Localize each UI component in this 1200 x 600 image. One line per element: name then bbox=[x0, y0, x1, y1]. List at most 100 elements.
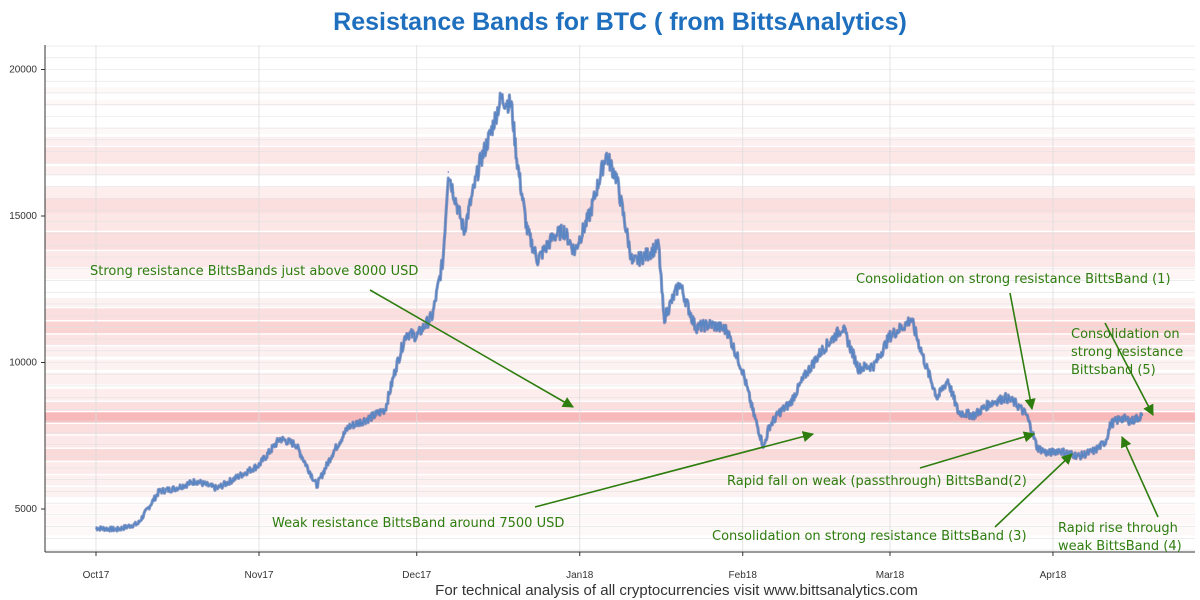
price-point bbox=[678, 282, 681, 285]
annotation-line: strong resistance bbox=[1071, 345, 1183, 360]
price-point bbox=[384, 408, 386, 411]
price-point bbox=[295, 443, 297, 446]
resistance-band bbox=[45, 372, 1195, 385]
price-point bbox=[820, 349, 823, 352]
resistance-band bbox=[45, 412, 1195, 423]
price-point bbox=[710, 323, 712, 326]
price-point bbox=[510, 103, 513, 106]
price-point bbox=[116, 528, 118, 531]
price-point bbox=[647, 253, 649, 255]
x-tick-label: Feb18 bbox=[729, 570, 758, 581]
annotation-line: Rapid fall on weak (passthrough) BittsBa… bbox=[727, 474, 1027, 489]
price-point bbox=[726, 329, 728, 332]
resistance-band bbox=[45, 388, 1195, 401]
price-point bbox=[331, 452, 334, 455]
price-point bbox=[925, 367, 928, 370]
price-point bbox=[415, 335, 418, 337]
price-point bbox=[778, 411, 781, 414]
price-point bbox=[442, 259, 444, 261]
price-point bbox=[195, 480, 197, 482]
x-tick-label: Apr18 bbox=[1040, 570, 1067, 581]
price-point bbox=[1104, 440, 1107, 443]
price-point bbox=[973, 414, 975, 417]
annotation-arrow bbox=[1009, 292, 1036, 411]
resistance-band bbox=[45, 232, 1195, 250]
annotation-line: Consolidation on strong resistance Bitts… bbox=[712, 529, 1027, 544]
price-point bbox=[836, 332, 839, 335]
resistance-band bbox=[45, 128, 1195, 134]
x-tick-label: Oct17 bbox=[83, 570, 110, 581]
annotation-arrow bbox=[1121, 435, 1159, 518]
annotation-text: Consolidation on strong resistance Bitts… bbox=[856, 272, 1171, 287]
price-point bbox=[873, 364, 875, 367]
resistance-band bbox=[45, 487, 1195, 498]
price-point bbox=[316, 484, 318, 487]
price-point bbox=[1110, 423, 1112, 425]
annotation-text: Consolidation on strong resistance Bitts… bbox=[712, 529, 1027, 544]
price-point bbox=[368, 417, 371, 419]
annotation-arrow bbox=[534, 431, 815, 508]
resistance-band bbox=[45, 100, 1195, 107]
price-point bbox=[741, 370, 744, 373]
price-point bbox=[279, 437, 281, 440]
price-point bbox=[500, 98, 502, 100]
annotation-text: Strong resistance BittsBands just above … bbox=[90, 264, 418, 279]
price-point bbox=[752, 411, 755, 414]
resistance-band bbox=[45, 504, 1195, 514]
price-point bbox=[694, 326, 697, 329]
price-point bbox=[452, 191, 455, 194]
price-point bbox=[305, 464, 308, 466]
price-point bbox=[174, 487, 176, 490]
price-point bbox=[857, 367, 860, 370]
price-point bbox=[1015, 402, 1017, 405]
annotation-line: Rapid rise through bbox=[1058, 521, 1178, 536]
resistance-band bbox=[45, 147, 1195, 164]
price-point bbox=[904, 323, 907, 326]
annotation-line: Consolidation on bbox=[1071, 327, 1180, 342]
resistance-band bbox=[45, 526, 1195, 536]
price-point bbox=[95, 527, 97, 529]
footer-text: For technical analysis of all cryptocurr… bbox=[435, 582, 918, 599]
price-point bbox=[137, 522, 139, 525]
price-point bbox=[910, 317, 912, 320]
price-point bbox=[615, 177, 618, 179]
price-point bbox=[663, 317, 665, 320]
resistance-band bbox=[45, 251, 1195, 268]
price-point bbox=[1120, 417, 1123, 419]
price-point bbox=[957, 411, 960, 414]
price-point bbox=[657, 244, 660, 247]
price-point bbox=[1046, 452, 1049, 455]
annotation-text: Rapid rise through weak BittsBand (4) bbox=[1058, 521, 1182, 554]
price-point bbox=[463, 229, 465, 232]
resistance-band bbox=[45, 87, 1195, 93]
annotation-line: Consolidation on strong resistance Bitts… bbox=[856, 272, 1171, 287]
annotation-line: Bittsband (5) bbox=[1071, 363, 1156, 378]
price-point bbox=[841, 326, 844, 329]
price-point bbox=[589, 212, 592, 214]
price-point bbox=[258, 464, 260, 466]
price-point bbox=[431, 314, 434, 317]
resistance-band bbox=[45, 346, 1195, 357]
price-point bbox=[158, 490, 160, 493]
annotation-text: Consolidation on strong resistance Bittsba… bbox=[1071, 327, 1183, 378]
price-point bbox=[1004, 396, 1007, 399]
y-tick-label: 10000 bbox=[9, 358, 37, 369]
resistance-band bbox=[45, 402, 1195, 411]
annotation-arrow bbox=[369, 289, 574, 408]
x-tick-label: Dec17 bbox=[402, 570, 431, 581]
annotation-arrow bbox=[919, 431, 1036, 469]
resistance-band bbox=[45, 359, 1195, 370]
chart-title: Resistance Bands for BTC ( from BittsAna… bbox=[333, 8, 907, 36]
price-point bbox=[989, 402, 991, 405]
price-point bbox=[605, 153, 607, 156]
resistance-band bbox=[45, 475, 1195, 486]
resistance-band bbox=[45, 136, 1195, 146]
annotation-arrow bbox=[1104, 322, 1154, 416]
x-tick-label: Nov17 bbox=[245, 570, 274, 581]
price-point bbox=[805, 373, 807, 376]
y-tick-label: 20000 bbox=[9, 65, 37, 76]
price-point bbox=[1078, 455, 1081, 458]
price-point bbox=[479, 162, 481, 165]
price-point bbox=[947, 379, 949, 381]
